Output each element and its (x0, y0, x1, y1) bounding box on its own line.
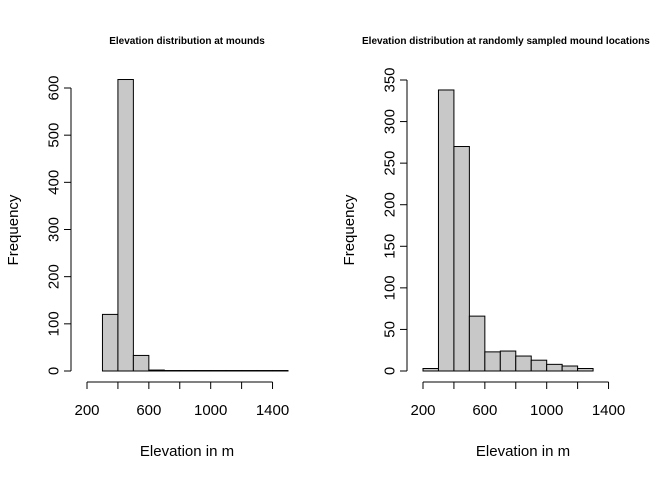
right-y-tick-label-1: 50 (382, 321, 399, 338)
left-x-axis-label: Elevation in m (140, 443, 234, 460)
left-bars (101, 79, 289, 372)
left-y-tick-label-3: 300 (46, 217, 63, 242)
left-x-axis: 200 600 1000 1400 (74, 381, 289, 419)
right-y-tick-label-0: 0 (382, 367, 399, 375)
left-y-tick-label-2: 200 (46, 264, 63, 289)
left-x-tick-label-3: 1400 (256, 402, 289, 419)
left-y-tick-label-6: 600 (46, 75, 63, 100)
left-x-tick-label-2: 1000 (194, 402, 227, 419)
left-y-tick-label-4: 400 (46, 170, 63, 195)
right-y-tick-label-7: 350 (382, 67, 399, 92)
right-bar-7 (530, 359, 548, 372)
right-x-tick-label-2: 1000 (530, 402, 563, 419)
right-y-tick-label-3: 150 (382, 234, 399, 259)
right-y-axis-label: Frequency (341, 194, 358, 265)
left-bar-4 (148, 369, 165, 372)
right-y-tick-label-2: 100 (382, 275, 399, 300)
right-x-axis-label: Elevation in m (476, 443, 570, 460)
right-x-tick-label-3: 1400 (592, 402, 625, 419)
left-bar-3 (132, 354, 150, 372)
right-chart-title: Elevation distribution at randomly sampl… (362, 36, 650, 47)
right-bar-8 (546, 363, 563, 372)
right-y-tick-label-5: 250 (382, 151, 399, 176)
right-y-axis: 0 50 100 150 200 250 300 350 (382, 67, 408, 375)
right-bar-5 (499, 350, 517, 372)
right-bar-1 (437, 89, 455, 372)
right-bar-0 (422, 368, 439, 372)
right-bar-6 (515, 355, 532, 372)
left-histogram-panel: Elevation distribution at mounds Elevati… (5, 36, 289, 460)
right-x-axis: 200 600 1000 1400 (410, 381, 625, 419)
right-histogram-panel: Elevation distribution at randomly sampl… (341, 36, 650, 460)
right-bar-10 (577, 368, 594, 372)
left-x-tick-label-1: 600 (136, 402, 161, 419)
left-x-tick-label-0: 200 (74, 402, 99, 419)
left-bar-1 (101, 313, 119, 372)
right-x-tick-label-1: 600 (472, 402, 497, 419)
right-y-tick-label-6: 300 (382, 109, 399, 134)
right-bar-2 (453, 146, 470, 372)
right-x-tick-label-0: 200 (410, 402, 435, 419)
left-y-axis: 0 100 200 300 400 500 600 (46, 75, 72, 375)
right-bars (422, 89, 594, 372)
left-y-axis-label: Frequency (5, 194, 22, 265)
left-y-tick-label-0: 0 (46, 367, 63, 375)
right-bar-4 (484, 351, 501, 372)
left-bar-2 (117, 79, 134, 372)
left-chart-title: Elevation distribution at mounds (109, 36, 265, 47)
left-y-tick-label-1: 100 (46, 311, 63, 336)
right-bar-9 (561, 365, 579, 372)
right-y-tick-label-4: 200 (382, 192, 399, 217)
right-bar-3 (468, 315, 486, 372)
left-y-tick-label-5: 500 (46, 123, 63, 148)
